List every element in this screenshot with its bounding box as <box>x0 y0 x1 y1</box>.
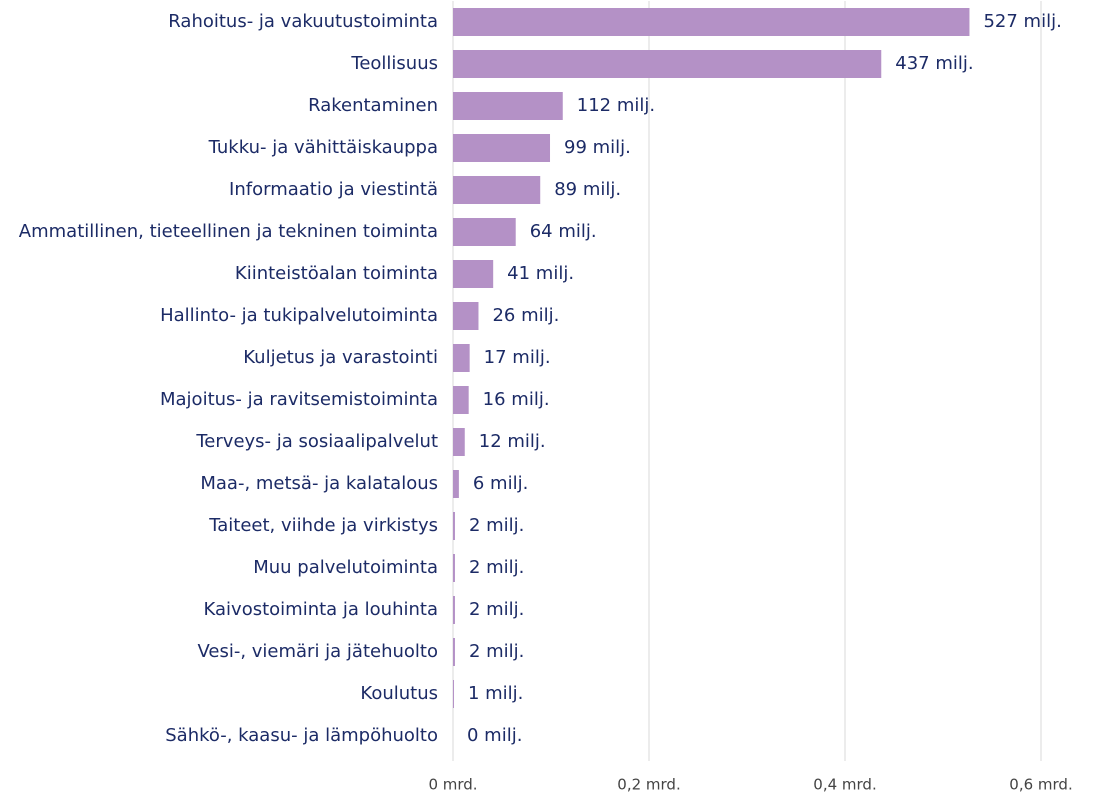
category-label: Maa-, metsä- ja kalatalous <box>200 473 438 494</box>
value-label: 2 milj. <box>469 599 524 620</box>
x-tick-label: 0,2 mrd. <box>617 776 680 794</box>
category-label: Koulutus <box>360 683 438 704</box>
value-label: 437 milj. <box>895 53 973 74</box>
value-label: 64 milj. <box>530 221 597 242</box>
category-label: Teollisuus <box>350 53 438 74</box>
x-tick-label: 0,4 mrd. <box>813 776 876 794</box>
category-label: Muu palvelutoiminta <box>253 557 438 578</box>
value-label: 2 milj. <box>469 641 524 662</box>
bar <box>453 638 455 666</box>
bar <box>453 512 455 540</box>
value-label: 527 milj. <box>983 11 1061 32</box>
category-label: Vesi-, viemäri ja jätehuolto <box>197 641 438 662</box>
value-label: 99 milj. <box>564 137 631 158</box>
bar <box>453 428 465 456</box>
value-label: 26 milj. <box>492 305 559 326</box>
category-label: Majoitus- ja ravitsemistoiminta <box>160 389 438 410</box>
category-label: Taiteet, viihde ja virkistys <box>208 515 438 536</box>
bar <box>453 134 551 162</box>
bar <box>453 218 516 246</box>
category-label: Tukku- ja vähittäiskauppa <box>208 137 438 158</box>
value-label: 89 milj. <box>554 179 621 200</box>
x-tick-label: 0,6 mrd. <box>1009 776 1072 794</box>
bar <box>453 260 494 288</box>
bar <box>453 470 459 498</box>
category-label: Kaivostoiminta ja louhinta <box>204 599 438 620</box>
category-label: Terveys- ja sosiaalipalvelut <box>195 431 438 452</box>
category-label: Rahoitus- ja vakuutustoiminta <box>168 11 438 32</box>
x-tick-label: 0 mrd. <box>428 776 477 794</box>
category-label: Kuljetus ja varastointi <box>243 347 438 368</box>
value-label: 6 milj. <box>473 473 528 494</box>
value-label: 0 milj. <box>467 725 522 746</box>
category-label: Informaatio ja viestintä <box>229 179 438 200</box>
bar <box>453 386 469 414</box>
category-label: Hallinto- ja tukipalvelutoiminta <box>160 305 438 326</box>
value-label: 2 milj. <box>469 515 524 536</box>
value-label: 41 milj. <box>507 263 574 284</box>
bar <box>453 554 455 582</box>
value-label: 12 milj. <box>479 431 546 452</box>
bar <box>453 680 454 708</box>
value-label: 112 milj. <box>577 95 655 116</box>
value-label: 16 milj. <box>483 389 550 410</box>
bar <box>453 344 470 372</box>
category-label: Rakentaminen <box>308 95 438 116</box>
bar <box>453 92 563 120</box>
bar <box>453 302 479 330</box>
value-label: 2 milj. <box>469 557 524 578</box>
value-label: 1 milj. <box>468 683 523 704</box>
category-label: Sähkö-, kaasu- ja lämpöhuolto <box>165 725 438 746</box>
bar <box>453 8 970 36</box>
value-label: 17 milj. <box>484 347 551 368</box>
bar <box>453 596 455 624</box>
bar <box>453 50 882 78</box>
category-label: Kiinteistöalan toiminta <box>235 263 438 284</box>
bar <box>453 176 541 204</box>
category-label: Ammatillinen, tieteellinen ja tekninen t… <box>19 221 438 242</box>
